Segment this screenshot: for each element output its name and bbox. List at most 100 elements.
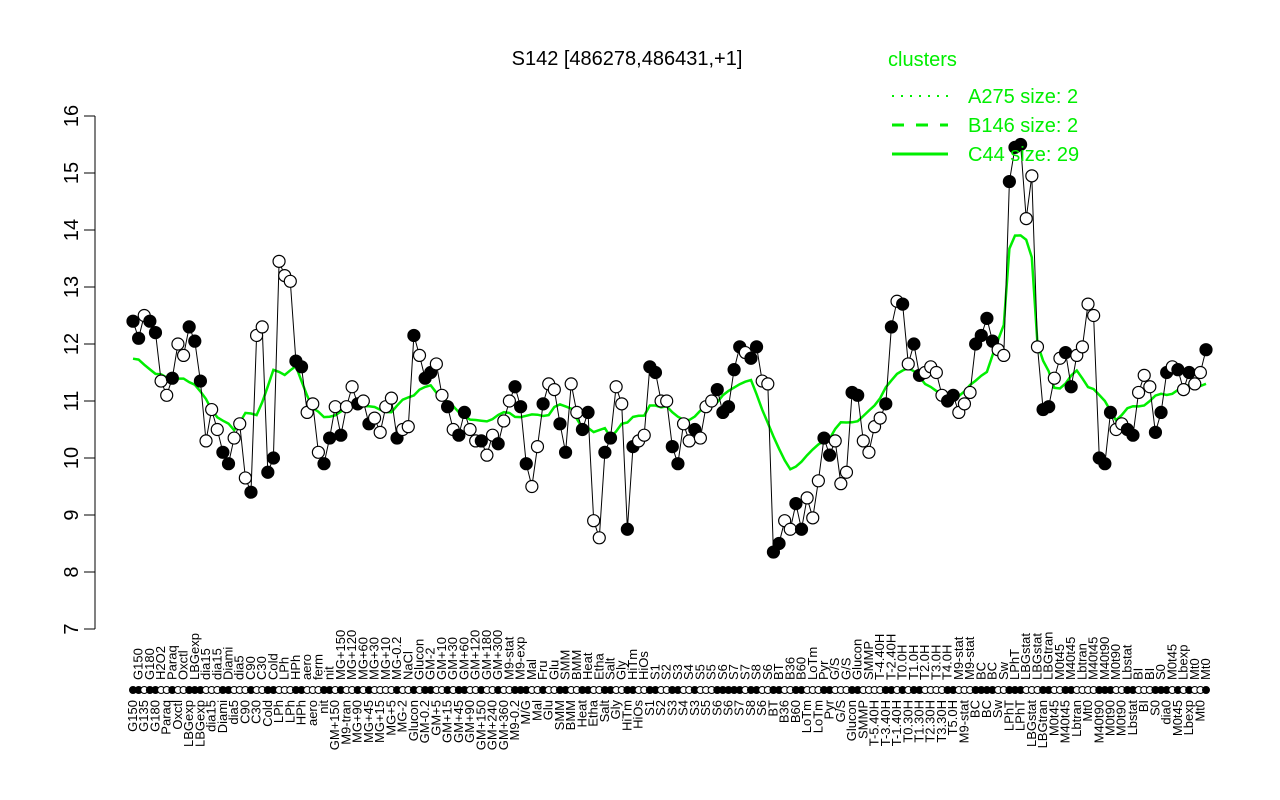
x-tick-label: SMMP bbox=[861, 641, 876, 680]
x-tick-label: G135 bbox=[136, 700, 151, 732]
x-tick-label: LoTm bbox=[810, 700, 825, 733]
x-tick-label: LBGexp bbox=[192, 700, 207, 747]
data-point bbox=[440, 400, 455, 414]
x-tick-label: MG+45 bbox=[361, 700, 376, 743]
x-tick-label: MG+60 bbox=[355, 637, 370, 680]
x-tick-label: Diami bbox=[215, 700, 230, 733]
data-point bbox=[491, 437, 505, 451]
data-point bbox=[384, 391, 399, 405]
x-tick-label: BMM bbox=[569, 650, 584, 680]
data-point bbox=[126, 314, 140, 328]
data-point bbox=[323, 431, 337, 445]
data-point bbox=[693, 431, 707, 445]
data-point bbox=[547, 383, 561, 397]
data-point bbox=[648, 365, 663, 380]
x-tick-label: HiTm bbox=[625, 649, 640, 680]
x-tick-label: S1 bbox=[647, 664, 662, 680]
x-tick-label: GM+5 bbox=[428, 700, 443, 736]
x-tick-label: B60 bbox=[794, 657, 809, 680]
data-point bbox=[373, 425, 387, 439]
data-point bbox=[182, 320, 196, 334]
x-tick-label: Mal bbox=[529, 700, 544, 721]
data-point bbox=[210, 422, 224, 437]
x-tick-label: LBGexp bbox=[187, 633, 202, 680]
x-tick-label: dia15 bbox=[209, 648, 224, 680]
data-point bbox=[1014, 137, 1028, 152]
x-tick-label: aero bbox=[299, 654, 314, 680]
data-point bbox=[1148, 425, 1163, 439]
data-point bbox=[710, 383, 724, 397]
data-point bbox=[367, 411, 382, 425]
x-tick-label: SMMP bbox=[855, 700, 870, 739]
x-tick-label: Mal bbox=[524, 659, 539, 680]
data-point bbox=[171, 337, 185, 351]
data-point bbox=[1126, 428, 1140, 442]
x-tick-label: Heat bbox=[574, 700, 589, 728]
x-tick-label: S4 bbox=[676, 700, 691, 716]
x-tick-label: Lbtran bbox=[1074, 643, 1089, 680]
data-point bbox=[339, 400, 354, 414]
x-tick-label: LoTm bbox=[805, 647, 820, 680]
data-point bbox=[480, 448, 494, 462]
data-point bbox=[536, 397, 550, 411]
data-point bbox=[1058, 345, 1073, 360]
x-tick-label: aero bbox=[305, 700, 320, 726]
x-tick-label: nit bbox=[316, 700, 331, 714]
data-point bbox=[564, 377, 578, 391]
x-tick-label: LBGstat bbox=[1018, 633, 1033, 680]
x-tick-label: S0 bbox=[1153, 664, 1168, 680]
x-tick-label: HiOs bbox=[636, 651, 651, 680]
x-tick-label: B36 bbox=[782, 657, 797, 680]
data-point bbox=[345, 380, 359, 394]
x-tick-label: Lbexp bbox=[1181, 700, 1196, 735]
x-tick-label: dia5 bbox=[226, 700, 241, 725]
x-tick-label: M40t90 bbox=[1091, 700, 1106, 743]
x-tick-label: T2.0H bbox=[917, 645, 932, 680]
legend-label-c44: C44 size: 29 bbox=[968, 144, 1079, 166]
data-point bbox=[1064, 380, 1078, 394]
x-tick-label: T2.30H bbox=[923, 700, 938, 743]
x-tick-label: LPh bbox=[277, 657, 292, 680]
data-point bbox=[525, 479, 539, 494]
data-points bbox=[126, 137, 1213, 559]
data-point bbox=[761, 377, 775, 391]
data-point bbox=[261, 465, 275, 479]
data-point bbox=[317, 457, 331, 471]
data-point bbox=[1098, 457, 1112, 471]
data-point bbox=[856, 434, 870, 448]
x-tick-label: MG+120 bbox=[344, 630, 359, 680]
data-point bbox=[1199, 343, 1213, 357]
x-tick-label: M0t45 bbox=[1052, 644, 1067, 680]
x-tick-label: GM+90 bbox=[462, 700, 477, 743]
x-tick-label: Cold bbox=[260, 700, 275, 727]
x-tick-label: C90 bbox=[243, 656, 258, 680]
x-tick-label: Oxctl bbox=[176, 650, 191, 680]
x-tick-label: MG-2 bbox=[395, 700, 410, 733]
x-tick-label: Diami bbox=[221, 647, 236, 680]
data-point bbox=[508, 380, 522, 394]
data-point bbox=[356, 394, 370, 408]
x-tick-label: Gly bbox=[614, 660, 629, 680]
data-point bbox=[907, 337, 921, 351]
data-point bbox=[457, 405, 472, 419]
data-point bbox=[598, 445, 612, 459]
data-point bbox=[592, 531, 606, 545]
x-tick-label: GM-0.2 bbox=[417, 700, 432, 743]
x-tick-label: GM+150 bbox=[473, 700, 488, 750]
data-point bbox=[255, 320, 269, 334]
x-tick-label: G150 bbox=[125, 700, 140, 732]
data-point bbox=[929, 365, 943, 380]
x-tick-label: G/S bbox=[833, 700, 848, 723]
data-point bbox=[581, 405, 595, 419]
x-tick-label: M0t45 bbox=[1164, 644, 1179, 680]
x-tick-label: MG-0.2 bbox=[389, 637, 404, 680]
data-point bbox=[1193, 365, 1207, 380]
data-point bbox=[884, 320, 899, 334]
data-point bbox=[834, 477, 848, 491]
x-tick-label: M0t90 bbox=[1114, 700, 1129, 736]
data-point bbox=[901, 357, 915, 371]
x-tick-label: Sw bbox=[996, 661, 1011, 680]
data-point bbox=[1030, 340, 1045, 354]
y-tick-label: 11 bbox=[61, 391, 83, 412]
